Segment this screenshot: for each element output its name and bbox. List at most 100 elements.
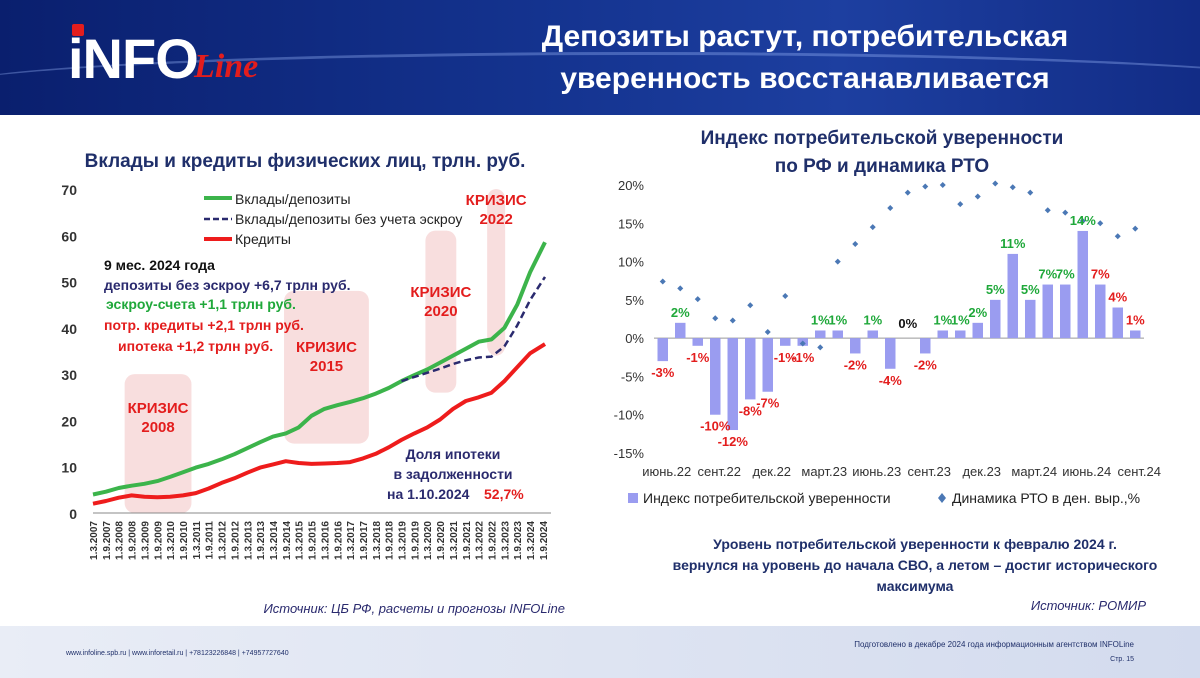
left-y-tick-label: 0 (69, 506, 77, 522)
left-x-tick-label: 1.3.2016 (320, 521, 331, 560)
rto-point (799, 340, 806, 347)
rto-point (712, 315, 719, 322)
rto-point (1114, 233, 1121, 240)
credits-line (92, 342, 547, 506)
left-x-tick-label: 1.9.2007 (102, 521, 113, 560)
left-x-tick-label: 1.9.2008 (128, 521, 139, 560)
rto-point (957, 201, 964, 208)
left-x-tick-label: 1.9.2015 (308, 521, 319, 560)
left-x-tick-label: 1.3.2011 (192, 521, 203, 560)
rto-point (1027, 189, 1034, 196)
left-x-tick-label: 1.9.2019 (410, 521, 421, 560)
confidence-bar (710, 338, 721, 415)
confidence-bar (920, 338, 931, 354)
confidence-bar (1007, 253, 1018, 339)
confidence-bar (937, 330, 948, 339)
bar-data-label: -12% (718, 434, 749, 449)
footer-contacts: www.infoline.spb.ru | www.inforetail.ru … (66, 650, 289, 657)
right-x-tick-label: сент.22 (698, 464, 742, 479)
note-line3: потр. кредиты +2,1 трлн руб. (104, 317, 304, 333)
bar-data-label: -8% (739, 403, 763, 418)
legend-confidence-label: Индекс потребительской уверенности (643, 490, 891, 506)
rto-point (887, 204, 894, 211)
rto-point (834, 258, 841, 265)
right-note-line1: Уровень потребительской уверенности к фе… (713, 536, 1117, 552)
bar-data-label: -1% (774, 350, 798, 365)
crisis-label: КРИЗИС (128, 400, 189, 417)
left-y-tick-label: 10 (61, 460, 77, 476)
left-x-tick-label: 1.3.2018 (372, 521, 383, 560)
rto-point (729, 317, 736, 324)
right-x-tick-label: дек.22 (752, 464, 791, 479)
confidence-bar (1112, 307, 1123, 339)
bar-data-label: -2% (914, 357, 938, 372)
left-x-tick-label: 1.3.2024 (526, 521, 537, 560)
left-x-tick-label: 1.3.2023 (500, 521, 511, 560)
confidence-bar (675, 322, 686, 339)
crisis-box (124, 374, 192, 513)
right-x-tick-label: март.24 (1011, 464, 1057, 479)
bar-data-label: 0% (898, 316, 917, 331)
left-x-tick-label: 1.3.2010 (166, 521, 177, 560)
logo-script-text: Line (194, 48, 259, 85)
left-y-tick-label: 20 (61, 413, 77, 429)
bar-data-label: 7% (1056, 267, 1075, 282)
right-x-tick-label: июнь.24 (1062, 464, 1111, 479)
charts-canvas: Вклады и кредиты физических лиц, трлн. р… (61, 128, 1161, 616)
confidence-bar (1025, 299, 1036, 339)
bar-data-label: 11% (1000, 236, 1026, 251)
bar-data-label: -3% (651, 365, 675, 380)
left-x-tick-label: 1.9.2018 (385, 521, 396, 560)
infoline-logo: iNFO Line (68, 22, 308, 94)
rto-point (782, 293, 789, 300)
confidence-bar (745, 338, 756, 400)
left-x-tick-label: 1.9.2011 (205, 521, 216, 560)
crisis-label: КРИЗИС (466, 192, 527, 209)
confidence-bar (1060, 284, 1071, 339)
rto-point (904, 189, 911, 196)
right-note-line2: вернулся на уровень до начала СВО, а лет… (673, 557, 1158, 573)
mortgage-value: 52,7% (484, 486, 524, 502)
rto-point (922, 183, 929, 190)
right-x-tick-label: март.23 (801, 464, 847, 479)
confidence-bar (727, 338, 738, 431)
rto-point (1132, 225, 1139, 232)
mortgage-note2: в задолженности (393, 466, 512, 482)
left-x-tick-label: 1.9.2021 (462, 521, 473, 560)
right-chart-title-line2: по РФ и динамика РТО (775, 156, 989, 177)
no-escrow-line (401, 276, 547, 383)
left-x-tick-label: 1.3.2015 (295, 521, 306, 560)
confidence-bar (955, 330, 966, 339)
bar-data-label: 5% (986, 282, 1005, 297)
confidence-bar (815, 330, 826, 339)
confidence-bar (762, 338, 773, 392)
rto-point (764, 329, 771, 336)
crisis-box (487, 189, 506, 356)
right-y-tick-label: -5% (621, 369, 645, 384)
left-chart-title: Вклады и кредиты физических лиц, трлн. р… (85, 151, 526, 172)
bar-data-label: 4% (1108, 290, 1127, 305)
right-y-tick-label: 20% (618, 178, 644, 193)
right-y-tick-label: -15% (614, 446, 645, 461)
confidence-bar (972, 322, 983, 339)
left-x-tick-label: 1.9.2013 (256, 521, 267, 560)
note-line2: эскроу-счета +1,1 трлн руб. (106, 296, 296, 312)
right-y-tick-label: 0% (625, 331, 644, 346)
left-y-tick-label: 70 (61, 182, 77, 198)
crisis-year: 2022 (479, 211, 512, 228)
page-title-line1: Депозиты растут, потребительская (541, 20, 1069, 53)
bar-data-label: 2% (968, 305, 987, 320)
confidence-bar (692, 338, 703, 346)
left-x-tick-label: 1.3.2009 (140, 521, 151, 560)
left-x-tick-label: 1.3.2022 (475, 521, 486, 560)
bar-data-label: 1% (863, 312, 882, 327)
confidence-bar (990, 299, 1001, 339)
bar-data-label: 1% (1126, 312, 1145, 327)
crisis-label: КРИЗИС (296, 339, 357, 356)
right-note-line3: максимума (877, 578, 954, 594)
rto-point (992, 180, 999, 187)
confidence-bar (832, 330, 843, 339)
rto-point (974, 193, 981, 200)
right-x-tick-label: сент.23 (908, 464, 952, 479)
page-title: Депозиты растут, потребительская уверенн… (480, 16, 1130, 100)
